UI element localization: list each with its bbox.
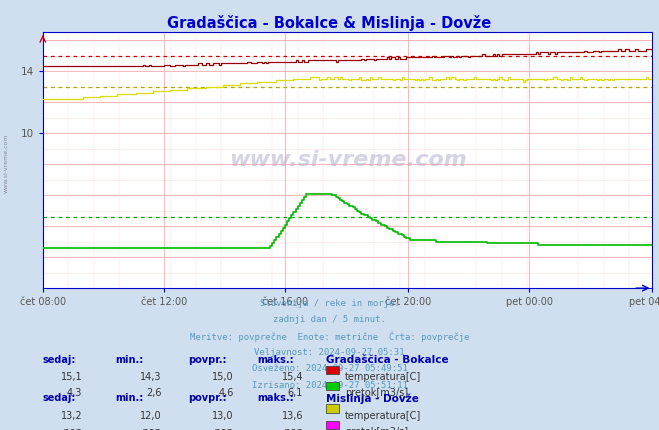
Text: www.si-vreme.com: www.si-vreme.com xyxy=(229,150,467,170)
Text: 13,6: 13,6 xyxy=(281,411,303,421)
Text: maks.:: maks.: xyxy=(257,355,294,365)
Text: -nan: -nan xyxy=(281,427,303,430)
Text: 6,1: 6,1 xyxy=(288,388,303,398)
Text: 12,0: 12,0 xyxy=(140,411,161,421)
Text: povpr.:: povpr.: xyxy=(188,393,226,403)
Text: Gradaščica - Bokalce: Gradaščica - Bokalce xyxy=(326,355,449,365)
Text: min.:: min.: xyxy=(115,393,144,403)
Text: 15,4: 15,4 xyxy=(281,372,303,382)
Text: sedaj:: sedaj: xyxy=(43,355,76,365)
Text: zadnji dan / 5 minut.: zadnji dan / 5 minut. xyxy=(273,315,386,324)
Text: 2,6: 2,6 xyxy=(146,388,161,398)
Text: 13,0: 13,0 xyxy=(212,411,234,421)
Text: www.si-vreme.com: www.si-vreme.com xyxy=(3,134,9,193)
Text: pretok[m3/s]: pretok[m3/s] xyxy=(345,427,408,430)
Text: -nan: -nan xyxy=(61,427,82,430)
Text: 15,1: 15,1 xyxy=(61,372,82,382)
Text: 13,2: 13,2 xyxy=(61,411,82,421)
Text: temperatura[C]: temperatura[C] xyxy=(345,372,421,382)
Text: Veljavnost: 2024-09-27 05:31: Veljavnost: 2024-09-27 05:31 xyxy=(254,348,405,357)
Text: maks.:: maks.: xyxy=(257,393,294,403)
Text: -nan: -nan xyxy=(140,427,161,430)
Text: sedaj:: sedaj: xyxy=(43,393,76,403)
Text: pretok[m3/s]: pretok[m3/s] xyxy=(345,388,408,398)
Text: Izrisano: 2024-09-27 05:51:11: Izrisano: 2024-09-27 05:51:11 xyxy=(252,381,407,390)
Text: 4,6: 4,6 xyxy=(219,388,234,398)
Text: povpr.:: povpr.: xyxy=(188,355,226,365)
Text: Slovenija / reke in morje.: Slovenija / reke in morje. xyxy=(260,299,399,308)
Text: -nan: -nan xyxy=(212,427,234,430)
Text: 4,3: 4,3 xyxy=(67,388,82,398)
Text: Mislinja - Dovže: Mislinja - Dovže xyxy=(326,393,419,404)
Text: Osveženo: 2024-09-27 05:49:51: Osveženo: 2024-09-27 05:49:51 xyxy=(252,364,407,373)
Text: temperatura[C]: temperatura[C] xyxy=(345,411,421,421)
Text: Meritve: povprečne  Enote: metrične  Črta: povprečje: Meritve: povprečne Enote: metrične Črta:… xyxy=(190,332,469,342)
Text: 15,0: 15,0 xyxy=(212,372,234,382)
Text: 14,3: 14,3 xyxy=(140,372,161,382)
Text: min.:: min.: xyxy=(115,355,144,365)
Text: Gradaščica - Bokalce & Mislinja - Dovže: Gradaščica - Bokalce & Mislinja - Dovže xyxy=(167,15,492,31)
